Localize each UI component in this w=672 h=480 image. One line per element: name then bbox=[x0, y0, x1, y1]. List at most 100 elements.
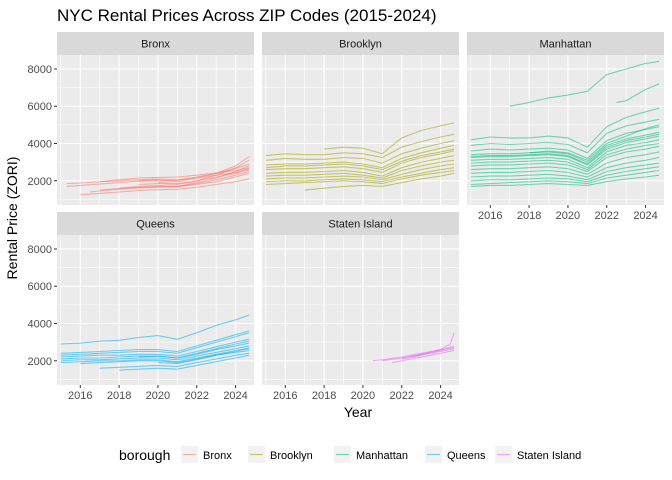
y-axis-tick-labels: 2000 4000 6000 8000 2000 4000 6000 8000 bbox=[28, 64, 57, 368]
series-line-manhattan bbox=[470, 174, 660, 187]
x-tick-label: 2022 bbox=[390, 390, 414, 402]
facet-manhattan: Manhattan bbox=[467, 32, 664, 205]
y-tick-label: 8000 bbox=[28, 64, 52, 76]
chart-title: NYC Rental Prices Across ZIP Codes (2015… bbox=[57, 6, 437, 25]
facet-strip bbox=[467, 32, 664, 55]
y-tick-label: 4000 bbox=[28, 139, 52, 151]
panel-background bbox=[262, 55, 459, 205]
series-line-brooklyn bbox=[265, 150, 455, 173]
series-line-bronx bbox=[157, 169, 250, 185]
series-line-brooklyn bbox=[324, 122, 455, 155]
facet-panels: Bronx Brooklyn Manhattan Queens Staten Islan… bbox=[57, 32, 664, 385]
x-tick-label: 2022 bbox=[595, 210, 619, 222]
series-line-queens bbox=[99, 352, 250, 369]
facet-strip bbox=[262, 212, 459, 235]
series-line-staten-island bbox=[391, 349, 455, 364]
y-tick-label: 6000 bbox=[28, 101, 52, 113]
facet-strip-label: Brooklyn bbox=[339, 39, 382, 51]
facet-bronx: Bronx bbox=[57, 32, 254, 205]
series-line-brooklyn bbox=[265, 169, 455, 186]
x-axis-title: Year bbox=[344, 404, 373, 420]
x-tick-label: 2016 bbox=[478, 210, 502, 222]
legend-item-manhattan: Manhattan bbox=[334, 446, 408, 463]
series-line-brooklyn bbox=[265, 133, 455, 159]
legend-label: Staten Island bbox=[517, 450, 581, 462]
series-line-bronx bbox=[138, 156, 250, 183]
series-line-brooklyn bbox=[265, 167, 455, 183]
series-line-queens bbox=[119, 354, 250, 371]
panel-background bbox=[57, 235, 254, 385]
series-line-brooklyn bbox=[265, 148, 455, 171]
x-tick-label: 2018 bbox=[107, 390, 131, 402]
series-line-brooklyn bbox=[265, 144, 455, 169]
series-line-manhattan bbox=[470, 107, 660, 148]
legend-label: Queens bbox=[447, 450, 486, 462]
series-line-manhattan bbox=[470, 142, 660, 171]
series-line-manhattan bbox=[470, 169, 660, 186]
y-axis-title: Rental Price (ZORI) bbox=[4, 157, 20, 280]
series-line-manhattan bbox=[509, 60, 660, 107]
facet-strip bbox=[57, 212, 254, 235]
series-line-manhattan bbox=[470, 166, 660, 183]
series-line-queens bbox=[60, 348, 250, 364]
x-tick-label: 2018 bbox=[312, 390, 336, 402]
legend-label: Bronx bbox=[203, 450, 232, 462]
series-line-queens bbox=[60, 338, 250, 358]
series-line-manhattan bbox=[470, 156, 660, 178]
series-line-manhattan bbox=[470, 162, 660, 181]
series-line-staten-island bbox=[411, 332, 455, 358]
legend-title: borough bbox=[119, 447, 170, 463]
series-line-bronx bbox=[66, 168, 250, 187]
facet-strip-label: Staten Island bbox=[328, 219, 392, 231]
legend-item-brooklyn: Brooklyn bbox=[248, 446, 313, 463]
x-tick-label: 2022 bbox=[185, 390, 209, 402]
series-line-brooklyn bbox=[265, 163, 455, 181]
x-tick-label: 2016 bbox=[273, 390, 297, 402]
facet-strip bbox=[262, 32, 459, 55]
x-tick-label: 2020 bbox=[146, 390, 170, 402]
series-line-manhattan bbox=[470, 131, 660, 163]
legend-item-staten-island: Staten Island bbox=[495, 446, 581, 463]
series-line-manhattan bbox=[470, 126, 660, 160]
y-tick-label: 4000 bbox=[28, 319, 52, 331]
legend-item-queens: Queens bbox=[425, 446, 486, 463]
series-line-queens bbox=[60, 330, 250, 354]
series-line-manhattan bbox=[470, 139, 660, 169]
series-line-manhattan bbox=[470, 151, 660, 175]
legend-label: Manhattan bbox=[356, 450, 408, 462]
panel-background bbox=[262, 235, 459, 385]
x-tick-label: 2020 bbox=[556, 210, 580, 222]
series-line-manhattan bbox=[616, 83, 660, 104]
legend-label: Brooklyn bbox=[270, 450, 313, 462]
x-tick-label: 2018 bbox=[517, 210, 541, 222]
legend: borough Bronx Brooklyn Manhattan Queens Stat… bbox=[119, 446, 581, 463]
series-line-bronx bbox=[80, 178, 250, 196]
facet-queens: Queens bbox=[57, 212, 254, 385]
series-line-queens bbox=[157, 347, 250, 365]
facet-strip bbox=[57, 32, 254, 55]
y-tick-label: 8000 bbox=[28, 244, 52, 256]
series-line-bronx bbox=[119, 165, 250, 189]
x-tick-label: 2020 bbox=[351, 390, 375, 402]
facet-brooklyn: Brooklyn bbox=[262, 32, 459, 205]
x-tick-label: 2024 bbox=[428, 390, 452, 402]
x-tick-label: 2024 bbox=[223, 390, 247, 402]
series-line-brooklyn bbox=[265, 140, 455, 164]
y-tick-label: 2000 bbox=[28, 356, 52, 368]
series-line-brooklyn bbox=[265, 159, 455, 179]
series-line-manhattan bbox=[470, 118, 660, 154]
series-line-manhattan bbox=[470, 133, 660, 165]
series-line-queens bbox=[60, 345, 250, 362]
facet-strip-label: Manhattan bbox=[540, 39, 592, 51]
series-line-brooklyn bbox=[304, 172, 455, 191]
facet-strip-label: Queens bbox=[136, 219, 175, 231]
series-line-queens bbox=[60, 332, 250, 356]
series-line-manhattan bbox=[470, 135, 660, 166]
y-tick-label: 2000 bbox=[28, 176, 52, 188]
panel-background bbox=[467, 55, 664, 205]
x-axis-tick-labels: 2016 2018 2020 2022 2024 2016 2018 2020 2022 2024… bbox=[68, 205, 658, 402]
facet-strip-label: Bronx bbox=[141, 39, 170, 51]
series-line-brooklyn bbox=[265, 155, 455, 177]
series-line-manhattan bbox=[529, 124, 660, 161]
